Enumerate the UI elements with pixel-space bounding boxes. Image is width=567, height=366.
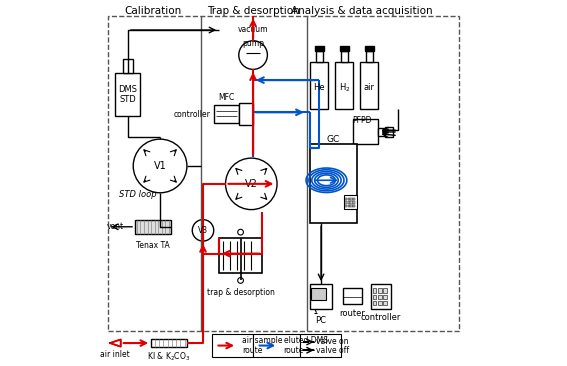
Bar — [212, 334, 253, 357]
Bar — [350, 198, 353, 200]
Bar — [122, 59, 133, 73]
Text: GC: GC — [327, 135, 340, 145]
Bar — [340, 46, 349, 52]
Bar — [335, 62, 353, 109]
Text: V2: V2 — [245, 179, 258, 189]
Bar — [348, 205, 350, 208]
Bar — [310, 284, 332, 309]
Text: STD loop: STD loop — [119, 190, 156, 199]
Circle shape — [133, 139, 187, 193]
Text: PC: PC — [316, 316, 327, 325]
Text: air: air — [364, 83, 375, 92]
Text: pump: pump — [242, 39, 264, 48]
Bar — [345, 205, 347, 208]
Text: KI & K$_2$CO$_3$: KI & K$_2$CO$_3$ — [147, 350, 191, 363]
Text: V1: V1 — [154, 161, 167, 171]
Text: valve on: valve on — [316, 337, 348, 347]
Circle shape — [239, 41, 268, 70]
Bar — [214, 105, 239, 123]
Bar — [341, 52, 348, 62]
Bar — [135, 220, 171, 234]
Bar — [342, 288, 362, 304]
Text: H$_2$: H$_2$ — [338, 81, 350, 93]
Bar — [239, 103, 253, 125]
Bar — [383, 301, 387, 306]
Circle shape — [238, 277, 243, 283]
Bar — [353, 119, 378, 145]
Bar — [345, 198, 347, 200]
Text: DMS
STD: DMS STD — [119, 85, 137, 104]
Bar — [348, 198, 350, 200]
Bar — [219, 238, 262, 273]
Bar — [361, 62, 378, 109]
Text: Trap & desorption: Trap & desorption — [207, 6, 299, 16]
Text: controller: controller — [361, 313, 401, 322]
Text: trap & desorption: trap & desorption — [206, 288, 274, 296]
Bar — [373, 301, 376, 306]
Bar — [115, 73, 141, 116]
Text: air sample
route: air sample route — [242, 336, 283, 355]
Bar — [353, 198, 356, 200]
Bar — [353, 201, 356, 204]
Text: V3: V3 — [198, 226, 208, 235]
Circle shape — [226, 158, 277, 210]
Bar — [353, 205, 356, 208]
Text: vacuum: vacuum — [238, 25, 268, 34]
Bar — [345, 201, 347, 204]
Bar — [365, 46, 374, 52]
Bar — [378, 301, 382, 306]
Bar — [378, 295, 382, 299]
Bar — [299, 334, 341, 357]
Text: router: router — [339, 309, 365, 318]
Text: Tenax TA: Tenax TA — [136, 241, 170, 250]
Bar — [310, 62, 328, 109]
Bar — [383, 288, 387, 292]
Bar — [383, 295, 387, 299]
Text: eluted DMS
route: eluted DMS route — [284, 336, 328, 355]
Bar — [316, 52, 323, 62]
Circle shape — [238, 229, 243, 235]
Bar — [311, 288, 325, 300]
Text: He: He — [314, 83, 325, 92]
Bar — [151, 340, 187, 347]
Text: Analysis & data acquisition: Analysis & data acquisition — [291, 6, 433, 16]
Text: PFPD: PFPD — [353, 116, 372, 125]
Bar — [378, 288, 382, 292]
Bar — [386, 127, 392, 137]
Bar — [310, 145, 357, 223]
Circle shape — [192, 220, 214, 241]
Bar — [350, 201, 353, 204]
Text: air inlet: air inlet — [100, 350, 130, 359]
Text: vent: vent — [107, 222, 124, 231]
Text: valve off: valve off — [316, 346, 349, 355]
Text: Calibration: Calibration — [124, 6, 181, 16]
Bar — [350, 205, 353, 208]
Bar — [344, 195, 357, 209]
Text: controller: controller — [174, 109, 210, 119]
Bar — [315, 46, 324, 52]
Polygon shape — [110, 340, 121, 347]
Bar — [366, 52, 373, 62]
Bar — [373, 295, 376, 299]
Bar — [378, 128, 386, 135]
Bar — [348, 201, 350, 204]
Text: MFC: MFC — [218, 93, 234, 101]
Bar — [373, 288, 376, 292]
Bar — [371, 284, 391, 309]
Bar — [253, 334, 299, 357]
